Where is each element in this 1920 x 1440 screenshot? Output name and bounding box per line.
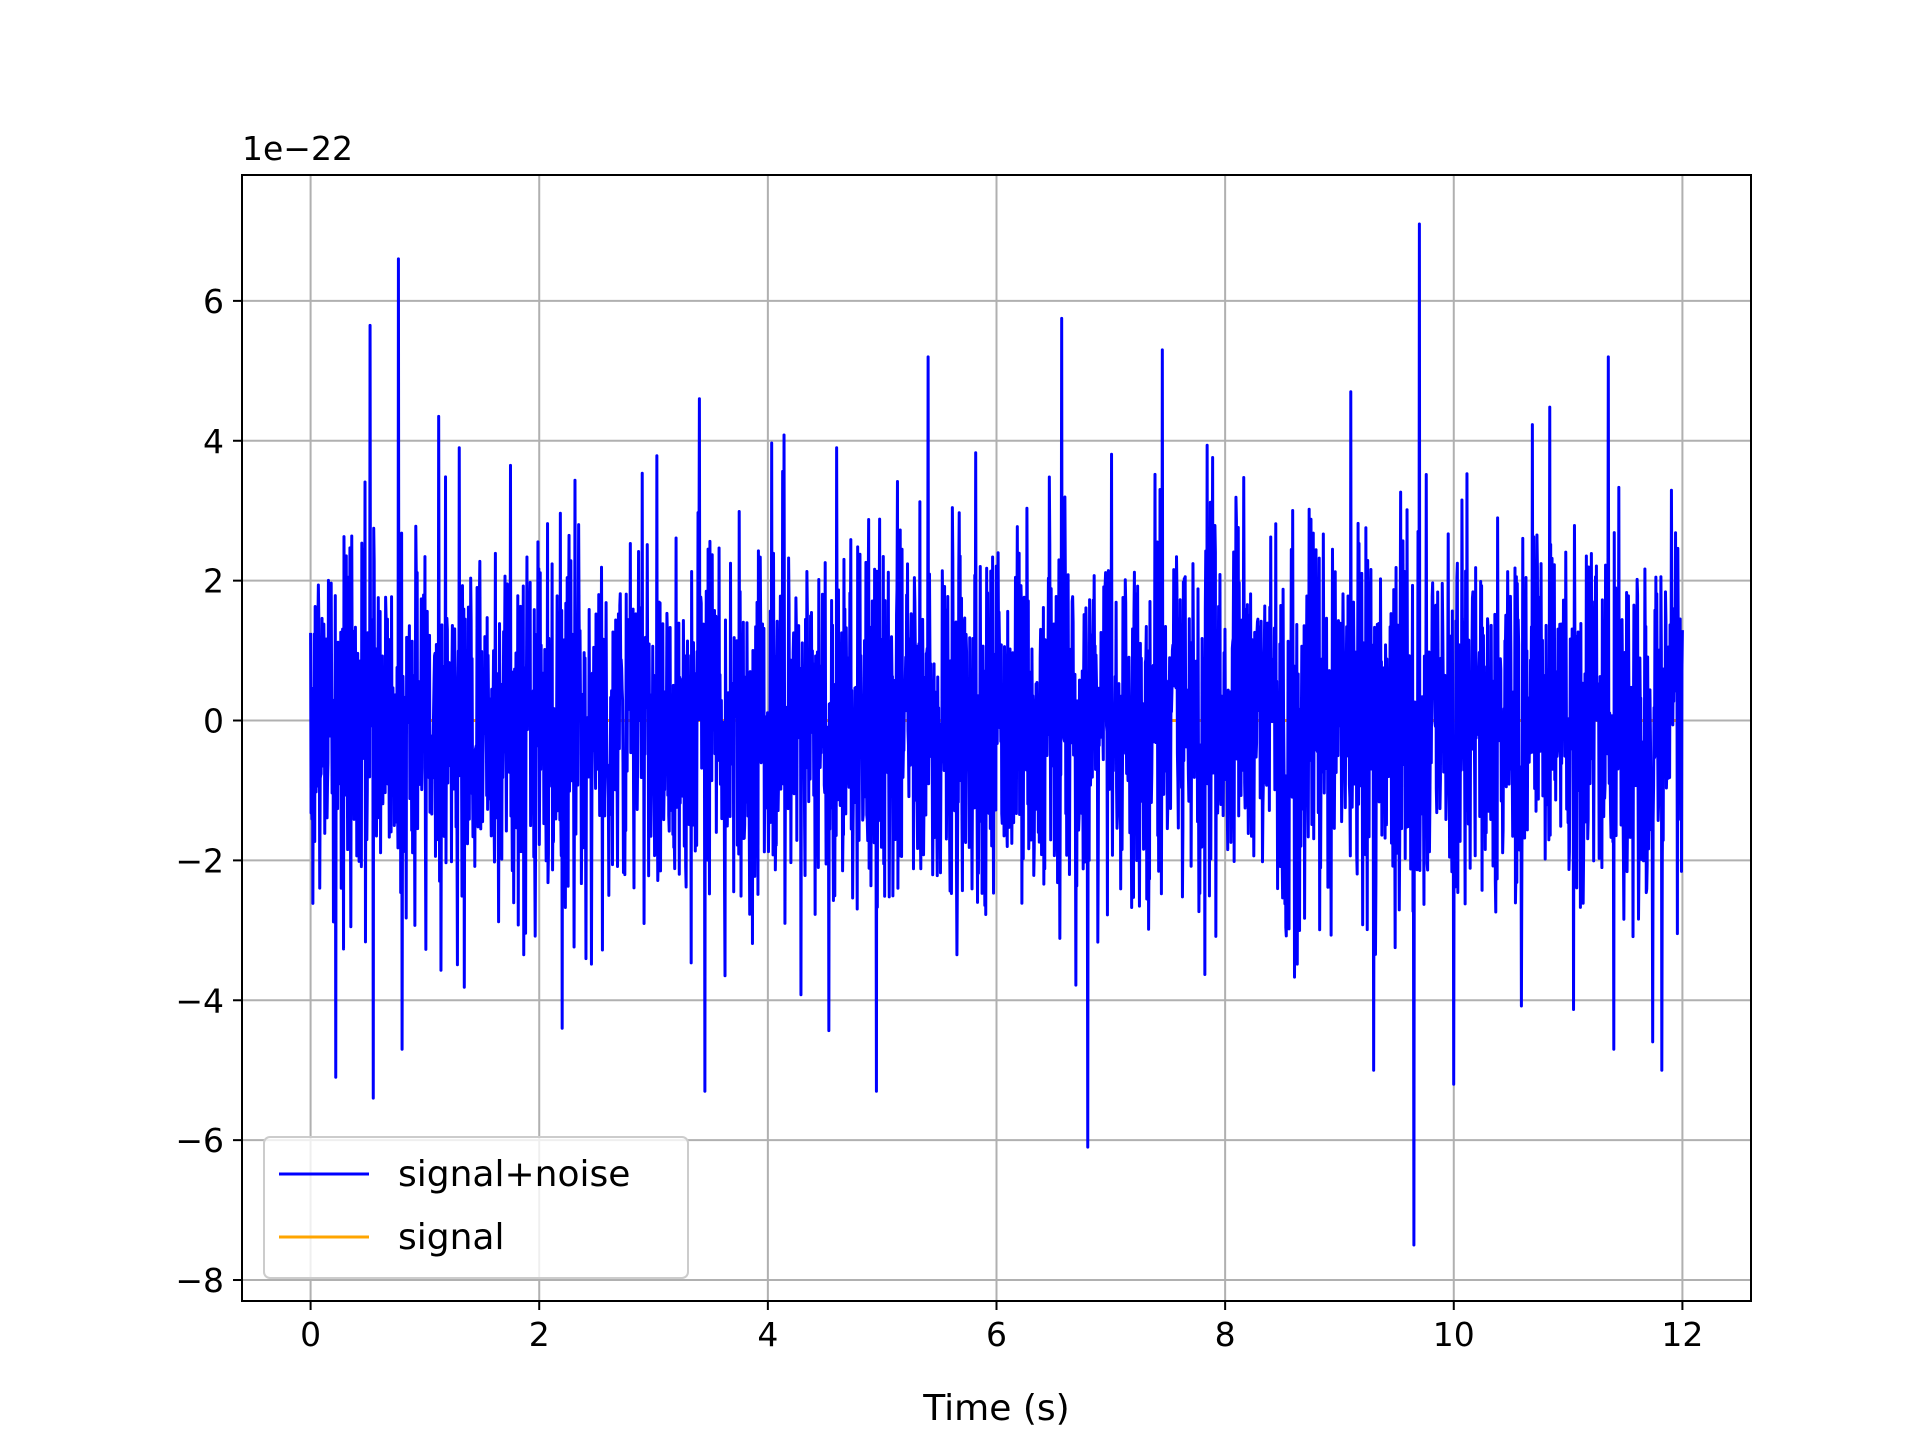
series-line-signal-noise — [309, 222, 1684, 1247]
ticks: 0 2 4 6 8 10 12 −8 −6 −4 −2 0 2 4 6 — [175, 282, 1703, 1354]
series-layer — [309, 222, 1684, 1247]
legend-label-signal-noise: signal+noise — [398, 1154, 630, 1195]
y-tick-label: 0 — [203, 702, 224, 741]
x-tick-label: 12 — [1661, 1315, 1703, 1354]
y-tick-label: 6 — [203, 282, 224, 321]
y-tick-label: −4 — [175, 981, 224, 1020]
x-tick-label: 10 — [1433, 1315, 1475, 1354]
x-tick-label: 2 — [529, 1315, 550, 1354]
x-tick-label: 0 — [300, 1315, 321, 1354]
x-tick-label: 8 — [1215, 1315, 1236, 1354]
y-tick-label: −8 — [175, 1261, 224, 1300]
y-offset-label: 1e−22 — [242, 129, 353, 168]
legend: signal+noise signal — [263, 1136, 689, 1279]
legend-label-signal: signal — [398, 1217, 505, 1258]
legend-box — [263, 1136, 689, 1279]
y-tick-label: 2 — [203, 562, 224, 601]
x-tick-label: 4 — [757, 1315, 778, 1354]
x-axis-label: Time (s) — [922, 1388, 1069, 1429]
y-tick-label: −2 — [175, 841, 224, 880]
y-tick-label: 4 — [203, 422, 224, 461]
y-tick-label: −6 — [175, 1121, 224, 1160]
x-tick-label: 6 — [986, 1315, 1007, 1354]
